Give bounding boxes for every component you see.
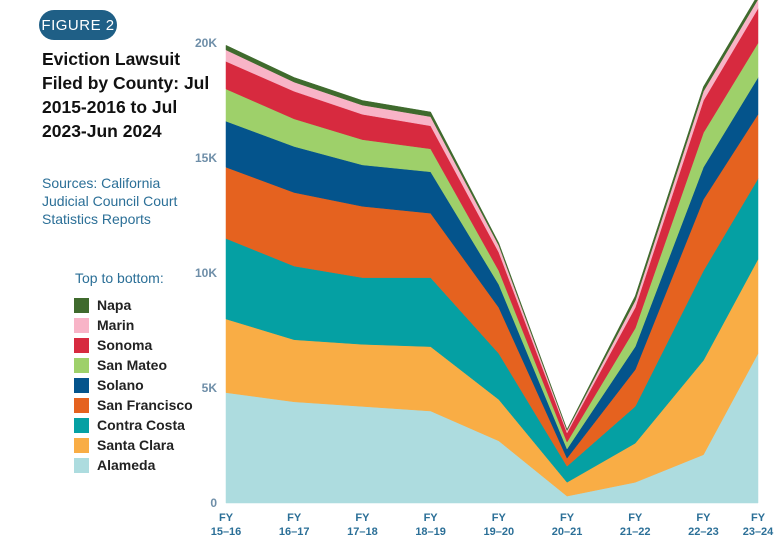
legend-swatch xyxy=(74,417,89,433)
legend-swatch xyxy=(74,357,89,373)
area-series-napa xyxy=(225,0,758,432)
chart-title: Eviction Lawsuit Filed by County: Jul 20… xyxy=(42,49,210,141)
legend-swatch xyxy=(74,317,89,333)
x-tick-label: FY 22–23 xyxy=(688,512,719,538)
legend-label: San Francisco xyxy=(97,397,193,413)
legend-swatch xyxy=(74,297,89,313)
y-tick-label: 15K xyxy=(195,151,217,165)
x-tick-label: FY 15–16 xyxy=(211,512,242,538)
legend-label: Contra Costa xyxy=(97,417,185,433)
legend-label: San Mateo xyxy=(97,357,168,373)
legend-item-napa: Napa xyxy=(74,295,193,315)
legend-label: Alameda xyxy=(97,457,156,473)
legend-item-solano: Solano xyxy=(74,375,193,395)
legend-label: Solano xyxy=(97,377,144,393)
legend-item-san-mateo: San Mateo xyxy=(74,355,193,375)
legend-item-san-francisco: San Francisco xyxy=(74,395,193,415)
legend: Napa Marin Sonoma San Mateo Solano San F… xyxy=(74,295,193,475)
legend-swatch xyxy=(74,437,89,453)
x-tick-label: FY 16–17 xyxy=(279,512,310,538)
legend-swatch xyxy=(74,397,89,413)
x-tick-label: FY 20–21 xyxy=(552,512,583,538)
legend-label: Napa xyxy=(97,297,132,313)
figure-label-badge: FIGURE 2 xyxy=(39,10,117,40)
legend-item-sonoma: Sonoma xyxy=(74,335,193,355)
legend-swatch xyxy=(74,337,89,353)
legend-heading: Top to bottom: xyxy=(75,270,164,286)
legend-item-alameda: Alameda xyxy=(74,455,193,475)
y-tick-label: 5K xyxy=(202,381,218,395)
legend-label: Santa Clara xyxy=(97,437,175,453)
legend-swatch xyxy=(74,377,89,393)
legend-item-marin: Marin xyxy=(74,315,193,335)
x-tick-label: FY 21–22 xyxy=(620,512,651,538)
x-tick-label: FY 18–19 xyxy=(415,512,446,538)
legend-label: Sonoma xyxy=(97,337,153,353)
y-tick-label: 20K xyxy=(195,36,217,50)
sources-note: Sources: California Judicial Council Cou… xyxy=(42,175,178,227)
y-tick-label: 0 xyxy=(210,496,217,510)
legend-label: Marin xyxy=(97,317,135,333)
legend-item-contra-costa: Contra Costa xyxy=(74,415,193,435)
y-tick-label: 10K xyxy=(195,266,217,280)
legend-swatch xyxy=(74,457,89,473)
legend-item-santa-clara: Santa Clara xyxy=(74,435,193,455)
x-tick-label: FY 23–24 xyxy=(743,512,774,538)
x-tick-label: FY 17–18 xyxy=(347,512,378,538)
x-tick-label: FY 19–20 xyxy=(484,512,515,538)
